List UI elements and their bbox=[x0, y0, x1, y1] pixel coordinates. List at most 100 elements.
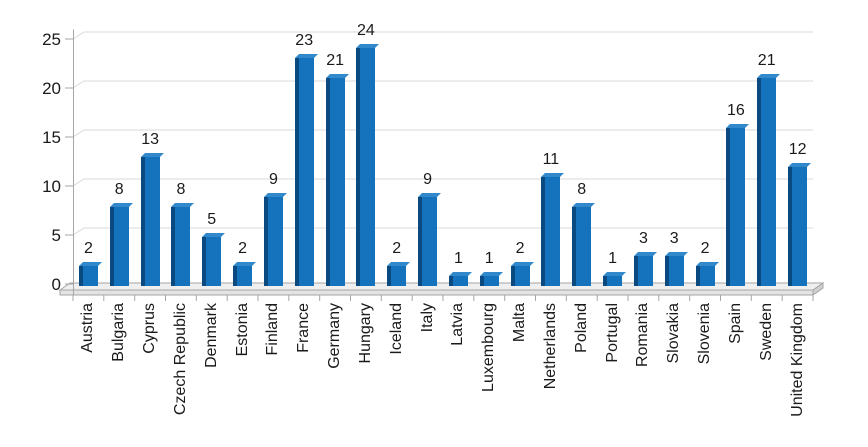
bar bbox=[572, 202, 596, 286]
bar-top-face bbox=[726, 123, 750, 128]
bar-top-face bbox=[572, 202, 596, 207]
data-label: 24 bbox=[357, 22, 375, 40]
category-label: France bbox=[295, 303, 313, 353]
bar-top-face bbox=[294, 54, 318, 59]
bar bbox=[664, 252, 688, 286]
y-tick-label: 5 bbox=[52, 226, 61, 245]
y-tick-label: 15 bbox=[42, 128, 61, 147]
bar bbox=[294, 54, 318, 286]
y-tick-label: 10 bbox=[42, 177, 61, 196]
data-label: 9 bbox=[423, 170, 433, 188]
bar-top-face bbox=[356, 44, 380, 49]
data-label: 16 bbox=[727, 101, 745, 119]
bar bbox=[325, 74, 349, 286]
data-label: 8 bbox=[176, 180, 186, 198]
data-label: 3 bbox=[638, 230, 648, 248]
data-label: 12 bbox=[788, 141, 807, 159]
gridline bbox=[72, 80, 813, 89]
bar-top-face bbox=[479, 272, 503, 277]
bar-top-face bbox=[695, 262, 719, 267]
data-label: 1 bbox=[608, 250, 618, 268]
data-label: 8 bbox=[577, 180, 587, 198]
gridline bbox=[72, 31, 813, 40]
bar-top-face bbox=[233, 262, 257, 267]
bar bbox=[788, 163, 812, 286]
bar bbox=[171, 202, 195, 286]
bar-top-face bbox=[78, 262, 102, 267]
bar bbox=[510, 262, 534, 286]
bar bbox=[418, 192, 442, 286]
bar-top-face bbox=[541, 173, 565, 178]
category-label: Portugal bbox=[603, 303, 621, 363]
category-label: Estonia bbox=[233, 303, 251, 357]
bar-top-face bbox=[171, 202, 195, 207]
category-label: Malta bbox=[511, 303, 529, 343]
bar bbox=[479, 272, 503, 286]
data-label: 5 bbox=[207, 210, 217, 228]
data-label: 21 bbox=[757, 52, 776, 70]
bar-top-face bbox=[325, 74, 349, 79]
category-label: Slovenia bbox=[696, 303, 714, 365]
data-label: 2 bbox=[515, 240, 525, 258]
category-label: Sweden bbox=[757, 303, 775, 361]
data-label: 21 bbox=[326, 52, 344, 70]
data-label: 9 bbox=[268, 170, 278, 188]
data-label: 8 bbox=[114, 180, 124, 198]
category-label: Spain bbox=[726, 303, 744, 344]
bar-top-face bbox=[603, 272, 627, 277]
bar-top-face bbox=[263, 192, 287, 197]
bar-top-face bbox=[109, 202, 133, 207]
y-tick-label: 0 bbox=[52, 275, 61, 294]
bar-top-face bbox=[510, 262, 534, 267]
bar-top-face bbox=[633, 252, 657, 257]
category-label: Finland bbox=[264, 303, 282, 356]
category-label: Romania bbox=[634, 303, 652, 368]
data-label: 2 bbox=[83, 240, 93, 258]
category-label: United Kingdom bbox=[788, 303, 806, 417]
category-label: Hungary bbox=[356, 303, 374, 364]
category-label: Czech Republic bbox=[171, 303, 189, 416]
bar-top-face bbox=[448, 272, 472, 277]
category-label: Slovakia bbox=[665, 303, 683, 364]
bar bbox=[387, 262, 411, 286]
floor-side-face bbox=[812, 282, 824, 296]
bar-top-face bbox=[418, 192, 442, 197]
category-label: Austria bbox=[79, 303, 97, 353]
category-label: Luxembourg bbox=[480, 303, 498, 392]
bar-top-face bbox=[387, 262, 411, 267]
category-label: Germany bbox=[326, 303, 344, 369]
category-label: Latvia bbox=[449, 303, 467, 346]
data-label: 2 bbox=[700, 240, 710, 258]
data-label: 3 bbox=[669, 230, 679, 248]
bar bbox=[78, 262, 102, 286]
bar-top-face bbox=[140, 153, 164, 158]
category-label: Italy bbox=[418, 303, 436, 333]
bar bbox=[757, 74, 781, 286]
data-label: 13 bbox=[141, 131, 159, 149]
bar bbox=[695, 262, 719, 286]
bar bbox=[263, 192, 287, 286]
data-label: 1 bbox=[453, 250, 463, 268]
bar bbox=[140, 153, 164, 286]
category-label: Netherlands bbox=[541, 303, 559, 390]
bar bbox=[633, 252, 657, 286]
bar bbox=[356, 44, 380, 286]
bar bbox=[202, 232, 226, 286]
bar-top-face bbox=[202, 232, 226, 237]
category-label: Poland bbox=[572, 303, 590, 353]
bar bbox=[726, 123, 750, 286]
bar bbox=[109, 202, 133, 286]
category-label: Denmark bbox=[202, 303, 220, 368]
data-label: 1 bbox=[484, 250, 494, 268]
bar bbox=[603, 272, 627, 286]
y-tick-label: 20 bbox=[42, 79, 61, 98]
data-label: 2 bbox=[238, 240, 248, 258]
data-label: 2 bbox=[392, 240, 402, 258]
bar bbox=[448, 272, 472, 286]
category-label: Cyprus bbox=[141, 303, 159, 354]
data-label: 11 bbox=[542, 151, 560, 169]
bar bbox=[541, 173, 565, 286]
bar-top-face bbox=[664, 252, 688, 257]
